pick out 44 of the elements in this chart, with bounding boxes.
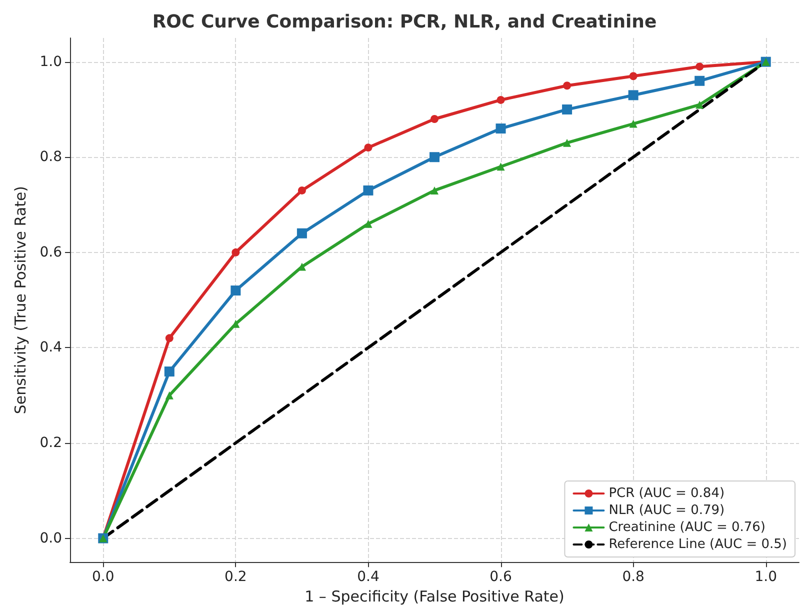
x-tick-label: 0.6 (490, 569, 512, 586)
point (629, 72, 638, 80)
legend-label: PCR (AUC = 0.84) (608, 486, 725, 501)
legend-label: Reference Line (AUC = 0.5) (608, 537, 787, 552)
point (296, 228, 307, 238)
point (696, 62, 704, 71)
point (696, 100, 704, 109)
point (430, 186, 438, 194)
legend-label: NLR (AUC = 0.79) (608, 503, 725, 518)
y-tick-label: 0.2 (40, 434, 62, 451)
point (563, 138, 572, 147)
point (430, 115, 438, 123)
point (364, 144, 372, 152)
y-tick-label: 1.0 (40, 54, 62, 70)
legend-label: Creatinine (AUC = 0.76) (608, 520, 766, 535)
point (496, 124, 506, 134)
point (496, 96, 505, 104)
point (364, 220, 372, 228)
point (563, 82, 572, 90)
point (165, 391, 174, 400)
point (164, 366, 174, 377)
point (562, 104, 572, 114)
y-axis-title: Sensitivity (True Positive Rate) (12, 186, 30, 414)
point (694, 76, 705, 86)
x-tick-label: 0.0 (92, 569, 114, 586)
point (430, 152, 440, 162)
x-tick-label: 0.8 (622, 569, 644, 586)
y-tick-label: 0.4 (40, 340, 62, 356)
point (232, 248, 240, 256)
point (496, 162, 505, 171)
x-tick-label: 0.4 (357, 569, 380, 586)
point (363, 185, 374, 196)
point (298, 186, 306, 194)
point (230, 286, 241, 296)
x-tick-label: 1.0 (754, 569, 777, 586)
y-tick-label: 0.8 (40, 149, 62, 166)
x-axis-title: 1 – Specificity (False Positive Rate) (304, 588, 564, 606)
y-tick-label: 0.0 (40, 530, 62, 546)
point (628, 90, 638, 100)
y-tick-label: 0.6 (40, 244, 62, 260)
x-tick-label: 0.2 (224, 569, 247, 586)
point (629, 120, 638, 128)
chart-title: ROC Curve Comparison: PCR, NLR, and Creatinine (152, 12, 657, 32)
point (165, 334, 174, 342)
